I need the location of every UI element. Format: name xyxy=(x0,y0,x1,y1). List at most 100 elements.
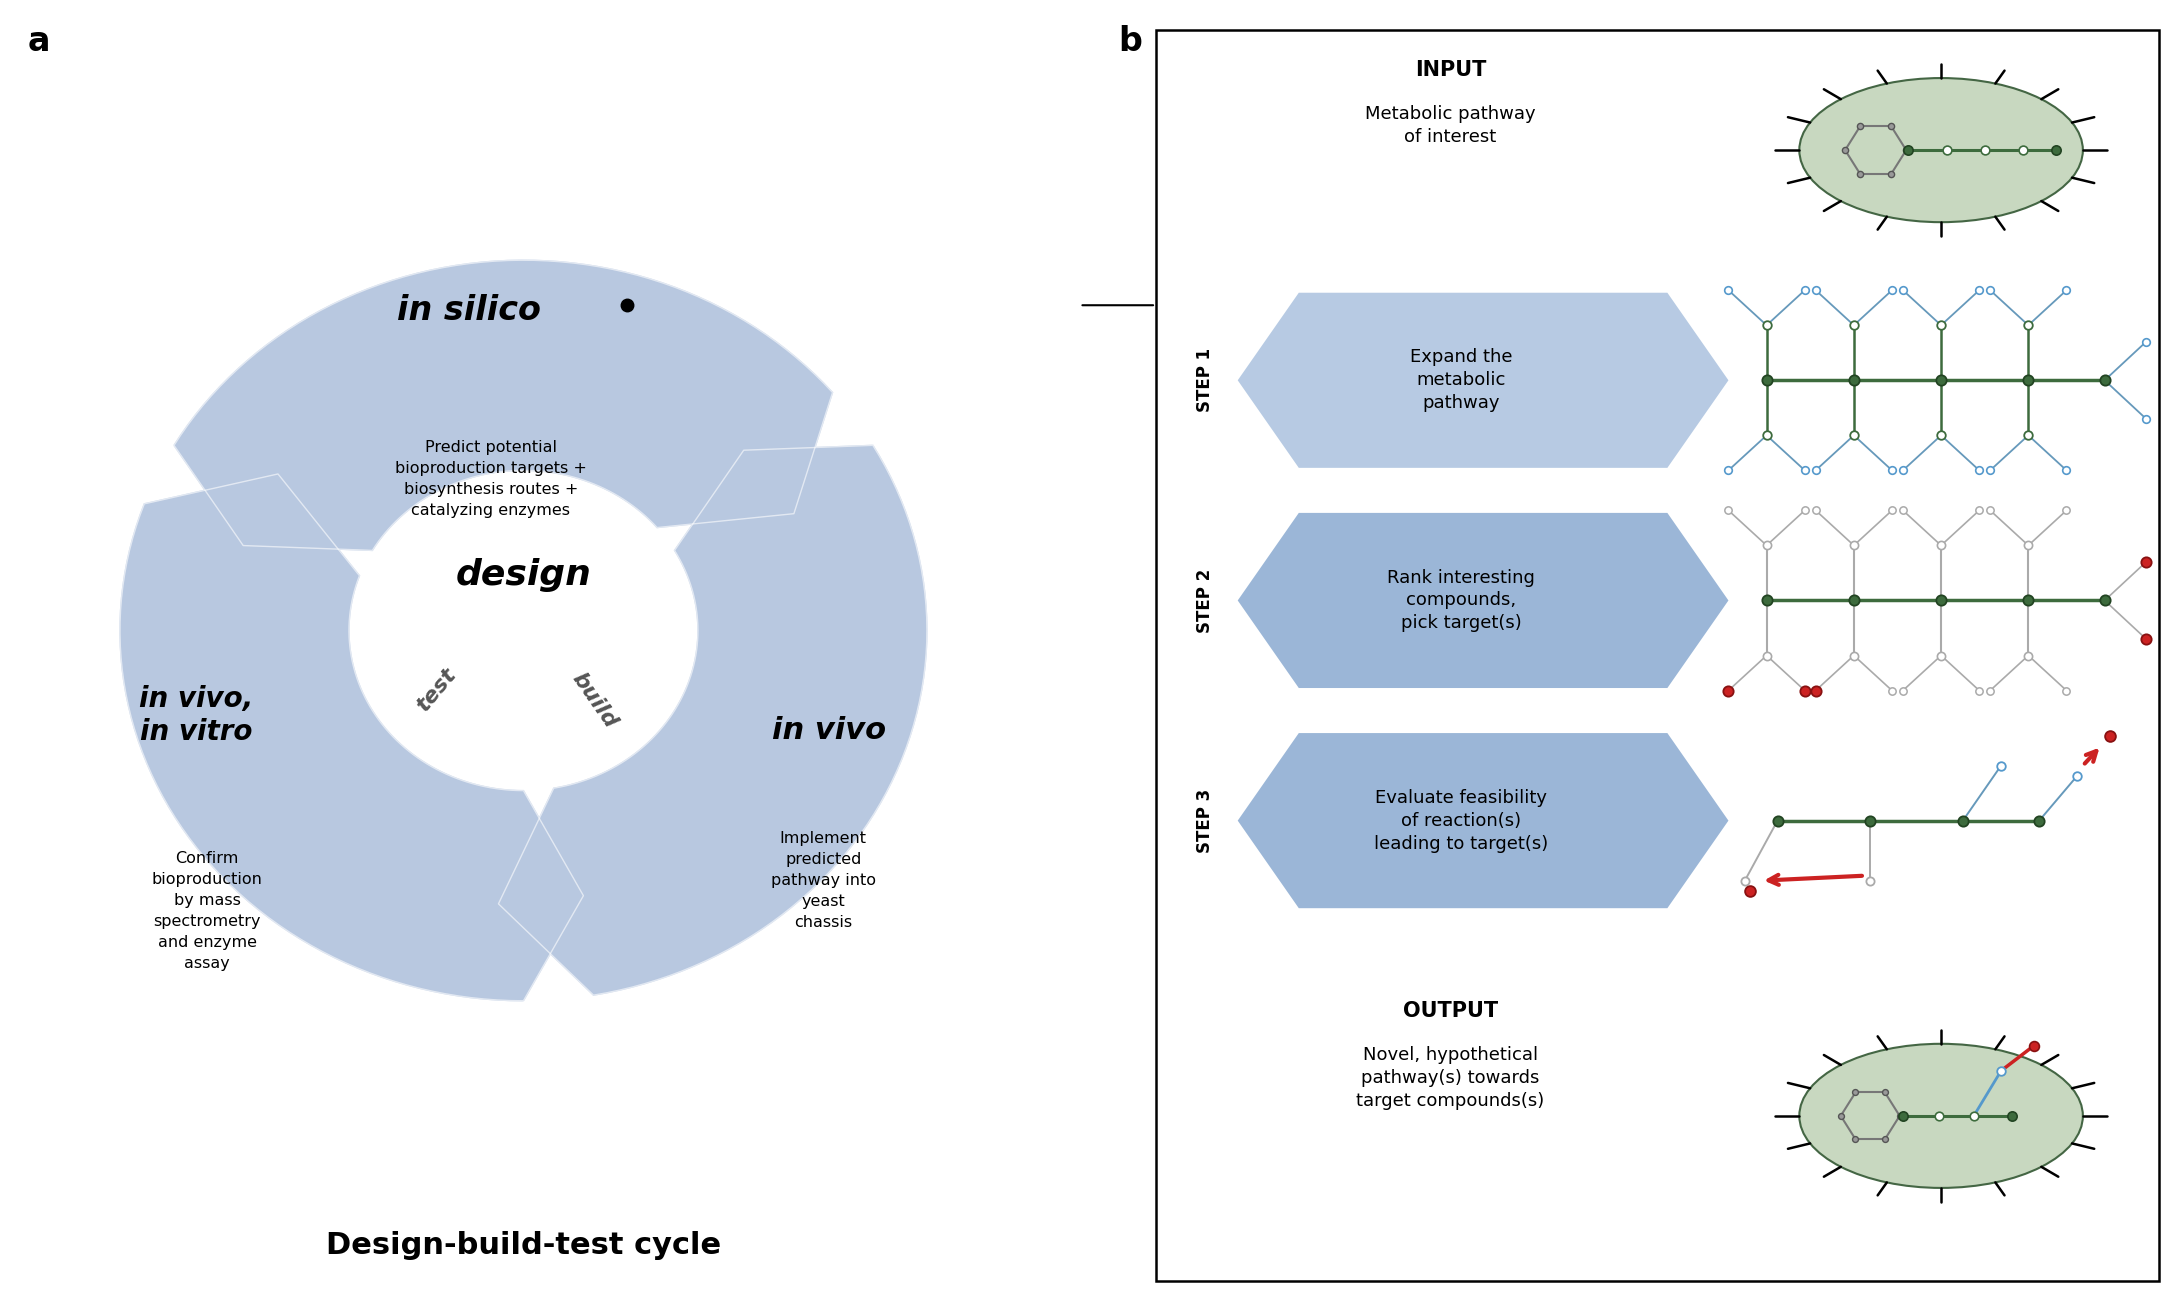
Text: Design-build-test cycle: Design-build-test cycle xyxy=(325,1232,722,1261)
Point xyxy=(1823,1106,1858,1127)
Point xyxy=(1974,680,2009,701)
Point xyxy=(2048,680,2083,701)
Point xyxy=(1788,280,1823,301)
Point xyxy=(1873,116,1908,137)
Point xyxy=(1749,369,1784,390)
Point xyxy=(1884,1106,1921,1127)
Point xyxy=(1797,500,1832,520)
Point xyxy=(1924,535,1959,556)
Text: Confirm
bioproduction
by mass
spectrometry
and enzyme
assay: Confirm bioproduction by mass spectromet… xyxy=(153,851,262,971)
Circle shape xyxy=(351,472,696,788)
Point xyxy=(1710,680,1745,701)
Text: OUTPUT: OUTPUT xyxy=(1402,1000,1498,1021)
Text: test: test xyxy=(412,665,460,716)
Point xyxy=(1749,645,1784,666)
Point xyxy=(2087,591,2122,611)
Point xyxy=(2059,765,2094,786)
Point xyxy=(1956,1106,1991,1127)
Text: b: b xyxy=(1117,25,1141,59)
Polygon shape xyxy=(174,260,833,550)
Point xyxy=(1710,280,1745,301)
Point xyxy=(2048,500,2083,520)
Point xyxy=(1797,680,1832,701)
Point xyxy=(1963,500,1998,520)
Point xyxy=(1797,680,1832,701)
Point xyxy=(1836,535,1871,556)
Point xyxy=(1710,680,1745,701)
Polygon shape xyxy=(1239,513,1727,688)
Point xyxy=(1884,280,1921,301)
Text: a: a xyxy=(26,25,50,59)
Point xyxy=(1889,139,1924,160)
Point xyxy=(1891,139,1926,160)
Point xyxy=(1788,461,1823,481)
Point xyxy=(2022,811,2057,831)
Point xyxy=(1921,1106,1956,1127)
Point xyxy=(1974,500,2009,520)
Point xyxy=(2129,552,2164,572)
Point xyxy=(1884,680,1921,701)
Point xyxy=(1836,369,1871,390)
Point xyxy=(1710,500,1745,520)
Point xyxy=(1945,811,1980,831)
Point xyxy=(1985,755,2020,775)
Point xyxy=(1884,500,1921,520)
Point xyxy=(1843,164,1878,185)
Point xyxy=(2129,628,2164,649)
Point xyxy=(1852,870,1887,891)
Point xyxy=(1839,1129,1873,1150)
Point xyxy=(2011,369,2046,390)
Point xyxy=(1749,535,1784,556)
Text: in vivo,
in vitro: in vivo, in vitro xyxy=(140,686,253,745)
Point xyxy=(2011,425,2046,446)
Text: INPUT: INPUT xyxy=(1415,60,1485,81)
Point xyxy=(2017,1036,2052,1056)
Point xyxy=(1963,680,1998,701)
Point xyxy=(1924,315,1959,336)
Point xyxy=(1963,280,1998,301)
Text: in silico: in silico xyxy=(397,294,541,327)
Point xyxy=(1974,280,2009,301)
Point xyxy=(1963,461,1998,481)
Point xyxy=(1993,1106,2028,1127)
Point xyxy=(2129,332,2164,353)
Point xyxy=(1710,461,1745,481)
Point xyxy=(2048,280,2083,301)
Point xyxy=(1873,500,1911,520)
Text: Predict potential
bioproduction targets +
biosynthesis routes +
catalyzing enzym: Predict potential bioproduction targets … xyxy=(395,440,587,518)
Point xyxy=(1884,461,1921,481)
Point xyxy=(1788,680,1823,701)
Point xyxy=(1873,164,1908,185)
Text: Novel, hypothetical
pathway(s) towards
target compounds(s): Novel, hypothetical pathway(s) towards t… xyxy=(1357,1046,1544,1110)
Point xyxy=(1873,461,1911,481)
Text: STEP 3: STEP 3 xyxy=(1195,788,1215,852)
Point xyxy=(1967,139,2002,160)
Point xyxy=(1788,500,1823,520)
Point xyxy=(2011,645,2046,666)
Polygon shape xyxy=(1239,293,1727,468)
Point xyxy=(1924,645,1959,666)
Ellipse shape xyxy=(1799,78,2083,222)
Point xyxy=(1836,591,1871,611)
Point xyxy=(2094,725,2129,745)
Point xyxy=(1852,811,1887,831)
Text: Expand the
metabolic
pathway: Expand the metabolic pathway xyxy=(1411,349,1511,412)
Point xyxy=(1873,680,1911,701)
Polygon shape xyxy=(499,445,927,995)
Point xyxy=(1797,280,1832,301)
Point xyxy=(2048,461,2083,481)
Text: in vivo: in vivo xyxy=(772,716,885,745)
Point xyxy=(1924,369,1959,390)
Point xyxy=(1924,591,1959,611)
Point xyxy=(2129,552,2164,572)
Text: STEP 2: STEP 2 xyxy=(1195,569,1215,632)
Point xyxy=(2129,409,2164,429)
Ellipse shape xyxy=(1799,1043,2083,1188)
Point xyxy=(2129,628,2164,649)
Point xyxy=(1836,315,1871,336)
Point xyxy=(1797,461,1832,481)
Point xyxy=(2087,369,2122,390)
Point xyxy=(1924,425,1959,446)
Text: Evaluate feasibility
of reaction(s)
leading to target(s): Evaluate feasibility of reaction(s) lead… xyxy=(1374,788,1549,852)
Point xyxy=(1928,139,1963,160)
